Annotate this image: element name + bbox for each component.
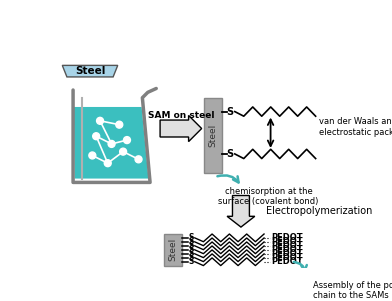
Bar	[164, 234, 182, 265]
Polygon shape	[74, 107, 149, 178]
FancyArrowPatch shape	[294, 262, 307, 271]
Text: PEDOT: PEDOT	[272, 241, 303, 250]
Text: S: S	[188, 237, 194, 246]
Text: van der Waals and
electrostatic packing: van der Waals and electrostatic packing	[319, 117, 392, 137]
Polygon shape	[62, 65, 118, 77]
Text: Steel: Steel	[209, 124, 218, 147]
Text: S: S	[227, 149, 234, 159]
Text: PEDOT: PEDOT	[272, 257, 303, 266]
Text: S: S	[227, 107, 234, 116]
Polygon shape	[227, 196, 255, 227]
Text: PEDOT: PEDOT	[272, 237, 303, 246]
Text: PEDOT: PEDOT	[272, 245, 303, 254]
Circle shape	[108, 141, 115, 147]
Circle shape	[135, 156, 142, 163]
Circle shape	[89, 152, 96, 159]
Text: S: S	[188, 241, 194, 250]
Text: Assembly of the polymer
chain to the SAMs: Assembly of the polymer chain to the SAM…	[312, 281, 392, 300]
Text: PEDOT: PEDOT	[272, 249, 303, 258]
Text: S: S	[188, 253, 194, 262]
Bar	[204, 98, 222, 173]
Text: S: S	[188, 249, 194, 258]
Circle shape	[93, 133, 100, 140]
Circle shape	[96, 117, 103, 124]
Text: chemisorption at the
surface (covalent bond): chemisorption at the surface (covalent b…	[218, 187, 319, 206]
Polygon shape	[160, 115, 201, 141]
Circle shape	[123, 137, 131, 144]
Text: Steel: Steel	[169, 238, 178, 262]
Text: Electropolymerization: Electropolymerization	[265, 206, 372, 216]
Text: S: S	[188, 245, 194, 254]
Text: S: S	[188, 233, 194, 242]
Circle shape	[104, 160, 111, 167]
Text: SAM on steel: SAM on steel	[148, 111, 214, 120]
Text: Steel: Steel	[75, 66, 105, 76]
Text: PEDOT: PEDOT	[272, 233, 303, 242]
Circle shape	[116, 121, 123, 128]
Text: PEDOT: PEDOT	[272, 253, 303, 262]
Text: S: S	[188, 257, 194, 266]
FancyArrowPatch shape	[218, 175, 239, 182]
Circle shape	[120, 148, 127, 155]
